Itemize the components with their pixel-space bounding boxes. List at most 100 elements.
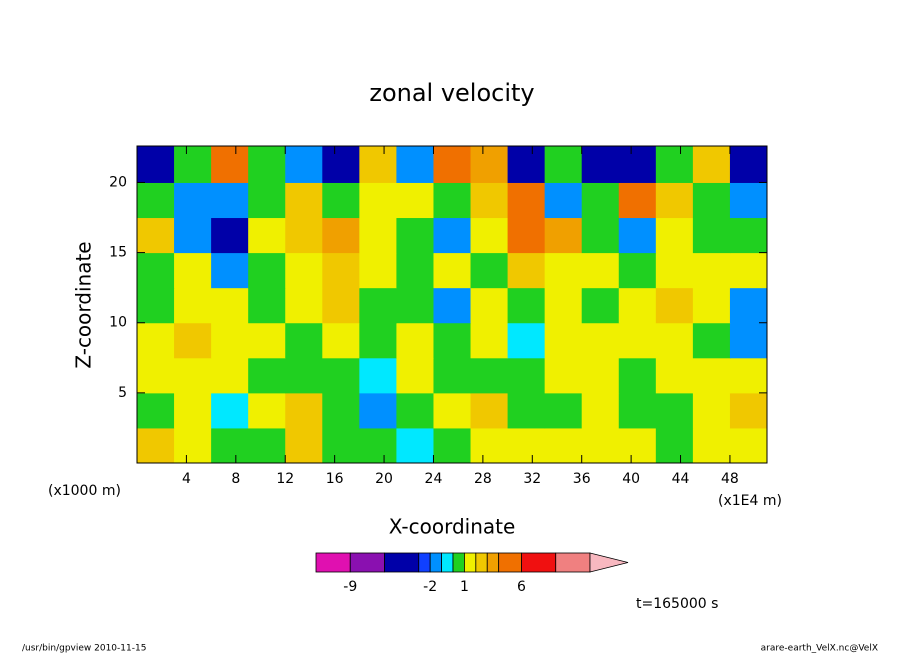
field-cell [211,357,249,394]
field-cell [507,287,546,324]
field-cell [137,322,175,359]
field-cell [174,322,212,359]
colorbar-segment [349,552,385,573]
field-cell [655,357,694,394]
field-cell [507,322,546,359]
field-cell [581,146,620,183]
field-cell [544,392,583,429]
field-cell [692,182,731,219]
field-cell [174,217,212,254]
field-cell [285,392,323,429]
field-cell [433,217,472,254]
field-cell [655,322,694,359]
field-cell [396,217,434,254]
field-cell [396,427,434,463]
field-cell [359,252,397,289]
field-cell [692,287,731,324]
y-tick-label: 10 [109,315,127,331]
field-cell [544,357,583,394]
field-cell [581,287,620,324]
colorbar-segment [384,552,420,573]
field-cell [470,287,509,324]
field-cell [322,217,360,254]
field-cell [211,217,249,254]
field-cell [211,392,249,429]
field-cell [248,182,286,219]
colorbar-tick-label: -2 [423,579,437,595]
field-cell [433,427,472,463]
field-cell [544,427,583,463]
y-tick-label: 15 [109,245,127,261]
field-cell [174,427,212,463]
field-cell [470,182,509,219]
field-cell [396,392,434,429]
field-cell [137,287,175,324]
field-cell [581,322,620,359]
field-cell [470,322,509,359]
field-cell [692,357,731,394]
field-cell [396,182,434,219]
field-cell [285,287,323,324]
x-tick-label: 36 [573,471,591,487]
field-cell [507,182,546,219]
field-cell [359,392,397,429]
field-cell [729,182,767,219]
field-cell [322,322,360,359]
field-cell [174,357,212,394]
field-cell [729,357,767,394]
field-cell [396,252,434,289]
field-cell [618,392,657,429]
field-cell [248,427,286,463]
field-cell [581,252,620,289]
field-cell [544,287,583,324]
field-cell [285,146,323,183]
field-cell [396,322,434,359]
field-cell [248,217,286,254]
field-cell [729,252,767,289]
footer-left: /usr/bin/gpview 2010-11-15 [22,644,146,654]
field-cell [470,357,509,394]
field-cell [359,322,397,359]
field-cell [433,357,472,394]
field-cell [322,252,360,289]
field-cell [322,392,360,429]
field-cell [433,252,472,289]
field-cell [137,146,175,183]
field-cell [470,146,509,183]
field-cell [174,252,212,289]
field-cell [581,182,620,219]
colorbar-segment [429,552,442,573]
x-unit-left: (x1000 m) [48,483,121,499]
field-cell [396,146,434,183]
field-cell [507,357,546,394]
field-cell [433,392,472,429]
x-unit-right: (x1E4 m) [718,493,782,509]
field-cell [137,217,175,254]
field-cell [692,427,731,463]
x-tick-label: 24 [425,471,443,487]
field-cell [322,182,360,219]
x-tick-label: 28 [474,471,492,487]
field-cell [248,287,286,324]
field-cell [581,217,620,254]
field-cell [729,427,767,463]
colorbar-segment [498,552,522,573]
field-cell [285,427,323,463]
field-cell [137,182,175,219]
field-cell [507,427,546,463]
plot-frame [136,145,768,464]
field-cell [433,146,472,183]
colorbar-segment [315,552,351,573]
field-cell [692,392,731,429]
field [137,146,767,463]
field-cell [137,427,175,463]
field-cell [322,287,360,324]
colorbar-extension [589,552,629,573]
field-cell [729,322,767,359]
colorbar-segment [441,552,454,573]
y-axis-label: Z-coordinate [72,241,96,368]
colorbar-segment [475,552,488,573]
field-cell [692,217,731,254]
field-cell [211,182,249,219]
